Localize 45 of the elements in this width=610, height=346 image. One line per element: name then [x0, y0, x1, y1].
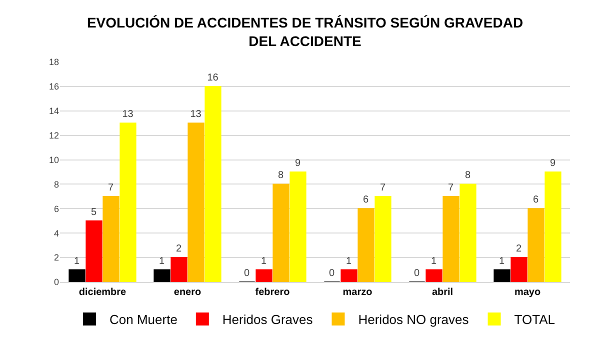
data-label: 0: [244, 268, 250, 279]
y-tick-label: 2: [54, 252, 59, 263]
data-label: 2: [516, 244, 522, 255]
data-label: 13: [190, 109, 202, 120]
data-label: 0: [414, 268, 420, 279]
x-tick-label: abril: [432, 287, 454, 298]
legend-label: Heridos NO graves: [358, 312, 470, 328]
data-label: 2: [176, 244, 182, 255]
chart-title: EVOLUCIÓN DE ACCIDENTES DE TRÁNSITO SEGÚN GRAVEDAD DEL ACCIDENTE: [86, 14, 524, 49]
data-label: 1: [346, 256, 352, 267]
legend-label: Heridos Graves: [222, 312, 314, 328]
data-label: 1: [159, 256, 165, 267]
y-tick-label: 16: [48, 82, 59, 92]
data-label: 9: [550, 158, 556, 169]
y-tick-label: 10: [48, 154, 59, 165]
y-tick-label: 12: [48, 130, 59, 140]
x-tick-label: febrero: [255, 287, 290, 298]
data-label: 7: [108, 182, 114, 194]
x-tick-label: diciembre: [78, 287, 127, 298]
x-tick-label: marzo: [342, 287, 372, 298]
legend-label: Con Muerte: [110, 312, 178, 328]
legend-label: TOTAL: [514, 312, 555, 328]
data-label: 0: [329, 268, 335, 279]
data-label: 9: [295, 158, 301, 169]
y-tick-label: 18: [48, 57, 59, 68]
data-label: 13: [122, 109, 134, 120]
x-tick-label: mayo: [514, 287, 541, 298]
data-label: 16: [207, 72, 219, 84]
data-label: 5: [91, 206, 97, 218]
y-tick-label: 14: [48, 106, 59, 116]
y-tick-label: 8: [54, 179, 59, 190]
data-label: 7: [448, 182, 454, 194]
data-label: 6: [533, 194, 539, 206]
data-label: 1: [499, 256, 505, 267]
data-label: 1: [74, 256, 80, 267]
data-label: 7: [380, 182, 386, 194]
y-tick-label: 6: [54, 204, 59, 214]
data-label: 6: [363, 194, 369, 206]
y-tick-label: 0: [54, 277, 59, 288]
data-label: 1: [261, 256, 267, 267]
data-label: 8: [465, 170, 471, 182]
data-label: 8: [278, 170, 284, 182]
data-label: 1: [431, 256, 437, 267]
y-tick-label: 4: [54, 228, 59, 238]
x-tick-label: enero: [174, 287, 202, 298]
